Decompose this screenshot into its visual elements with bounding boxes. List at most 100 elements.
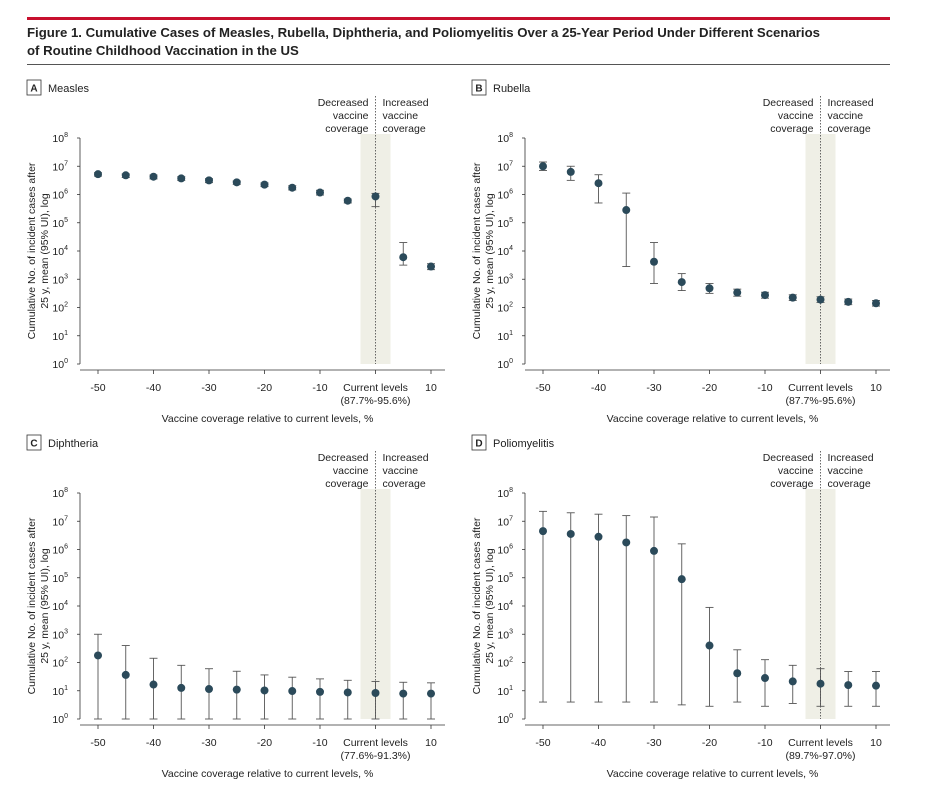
y-tick-exponent: 0 (64, 358, 68, 365)
zone-increased-label: vaccine (383, 110, 419, 122)
y-tick-label: 108 (52, 487, 68, 500)
x-tick-label: -30 (201, 737, 216, 749)
zone-increased-label: Increased (383, 452, 429, 464)
data-point (872, 299, 880, 308)
y-axis-label-line-2: 25 y, mean (95% UI), log (484, 548, 496, 664)
data-point (205, 176, 213, 185)
zone-decreased-label: vaccine (333, 110, 369, 122)
panel-title: Rubella (493, 83, 531, 95)
y-tick-label: 102 (52, 302, 68, 315)
data-point (94, 170, 102, 179)
zone-increased-label: coverage (828, 123, 871, 135)
x-axis-label: Vaccine coverage relative to current lev… (162, 768, 374, 780)
y-tick-label: 104 (497, 600, 513, 613)
figure-accent-bar (27, 17, 890, 20)
data-point (288, 687, 297, 696)
zone-increased-label: vaccine (828, 465, 864, 477)
zone-increased-label: Increased (828, 97, 874, 109)
data-point (788, 293, 797, 302)
y-tick-exponent: 6 (509, 544, 513, 551)
x-tick-label: -50 (535, 382, 550, 394)
data-point (761, 674, 769, 683)
zone-decreased-label: coverage (770, 478, 813, 490)
y-tick-exponent: 2 (509, 302, 513, 309)
data-point (650, 546, 658, 555)
y-tick-label: 108 (497, 132, 513, 145)
x-tick-label: -40 (591, 382, 606, 394)
y-tick-exponent: 5 (509, 217, 513, 224)
data-point (343, 688, 352, 697)
y-axis-label-line-1: Cumulative No. of incident cases after (26, 517, 38, 694)
data-point (788, 677, 797, 686)
data-point (371, 689, 380, 698)
x-tick-label: -30 (646, 382, 661, 394)
data-point (705, 284, 714, 293)
data-point (844, 297, 853, 306)
y-tick-label: 106 (497, 544, 513, 557)
y-tick-exponent: 4 (509, 600, 513, 607)
y-tick-exponent: 3 (64, 628, 68, 635)
data-point (232, 685, 241, 694)
data-point (539, 527, 547, 536)
panel-b: B RubellaDecreasedvaccinecoverageIncrease… (471, 79, 890, 425)
data-point (594, 532, 603, 541)
x-tick-label: -10 (757, 737, 772, 749)
x-tick-current-range: (87.7%-95.6%) (785, 395, 855, 407)
data-point (121, 171, 130, 180)
zone-decreased-label: Decreased (763, 452, 814, 464)
zone-increased-label: coverage (828, 478, 871, 490)
zone-increased-label: Increased (383, 97, 429, 109)
y-tick-label: 105 (497, 217, 513, 230)
x-tick-label: -50 (90, 382, 105, 394)
zone-increased-label: Increased (828, 452, 874, 464)
zone-decreased-label: Decreased (318, 452, 369, 464)
panel-title: Diphtheria (48, 438, 99, 450)
data-point (677, 575, 686, 584)
data-point (816, 679, 825, 688)
y-tick-label: 107 (497, 160, 513, 173)
panel-letter: C (30, 439, 37, 450)
y-tick-label: 103 (52, 628, 68, 641)
panel-letter-box (471, 79, 487, 96)
data-point (761, 291, 769, 300)
data-point (205, 685, 213, 694)
zone-increased-label: vaccine (383, 465, 419, 477)
y-axis-label-line-1: Cumulative No. of incident cases after (471, 517, 483, 694)
x-axis-label: Vaccine coverage relative to current lev… (607, 768, 819, 780)
y-tick-label: 100 (497, 713, 513, 726)
y-tick-exponent: 1 (509, 685, 513, 692)
data-point (566, 167, 575, 176)
x-tick-label: -10 (312, 382, 327, 394)
x-tick-label: -50 (90, 737, 105, 749)
x-tick-current-range: (87.7%-95.6%) (340, 395, 410, 407)
y-tick-exponent: 0 (509, 358, 513, 365)
data-point (539, 162, 547, 171)
y-tick-label: 105 (52, 217, 68, 230)
y-axis-label-line-2: 25 y, mean (95% UI), log (39, 193, 51, 309)
x-tick-label: -20 (702, 737, 717, 749)
data-point (399, 689, 408, 698)
panel-c: C DiphtheriaDecreasedvaccinecoverageIncre… (26, 434, 445, 780)
zone-decreased-label: coverage (770, 123, 813, 135)
figure-title-line-2: of Routine Childhood Vaccination in the … (27, 42, 299, 58)
x-tick-label: -10 (312, 737, 327, 749)
zone-decreased-label: vaccine (333, 465, 369, 477)
data-point (260, 686, 269, 695)
data-point (594, 179, 603, 188)
panel-letter: A (30, 84, 37, 95)
data-point (872, 681, 880, 690)
x-tick-current-label: Current levels (343, 737, 408, 749)
y-tick-exponent: 5 (64, 217, 68, 224)
data-point (121, 670, 130, 679)
x-tick-current-label: Current levels (788, 382, 853, 394)
y-tick-label: 108 (497, 487, 513, 500)
zone-decreased-label: coverage (325, 123, 368, 135)
y-tick-exponent: 1 (64, 685, 68, 692)
y-tick-exponent: 3 (64, 273, 68, 280)
x-tick-label: -40 (146, 737, 161, 749)
data-point (371, 192, 380, 201)
y-tick-exponent: 4 (64, 600, 68, 607)
panel-letter-box (471, 434, 487, 451)
y-tick-exponent: 3 (509, 273, 513, 280)
zone-decreased-label: Decreased (763, 97, 814, 109)
